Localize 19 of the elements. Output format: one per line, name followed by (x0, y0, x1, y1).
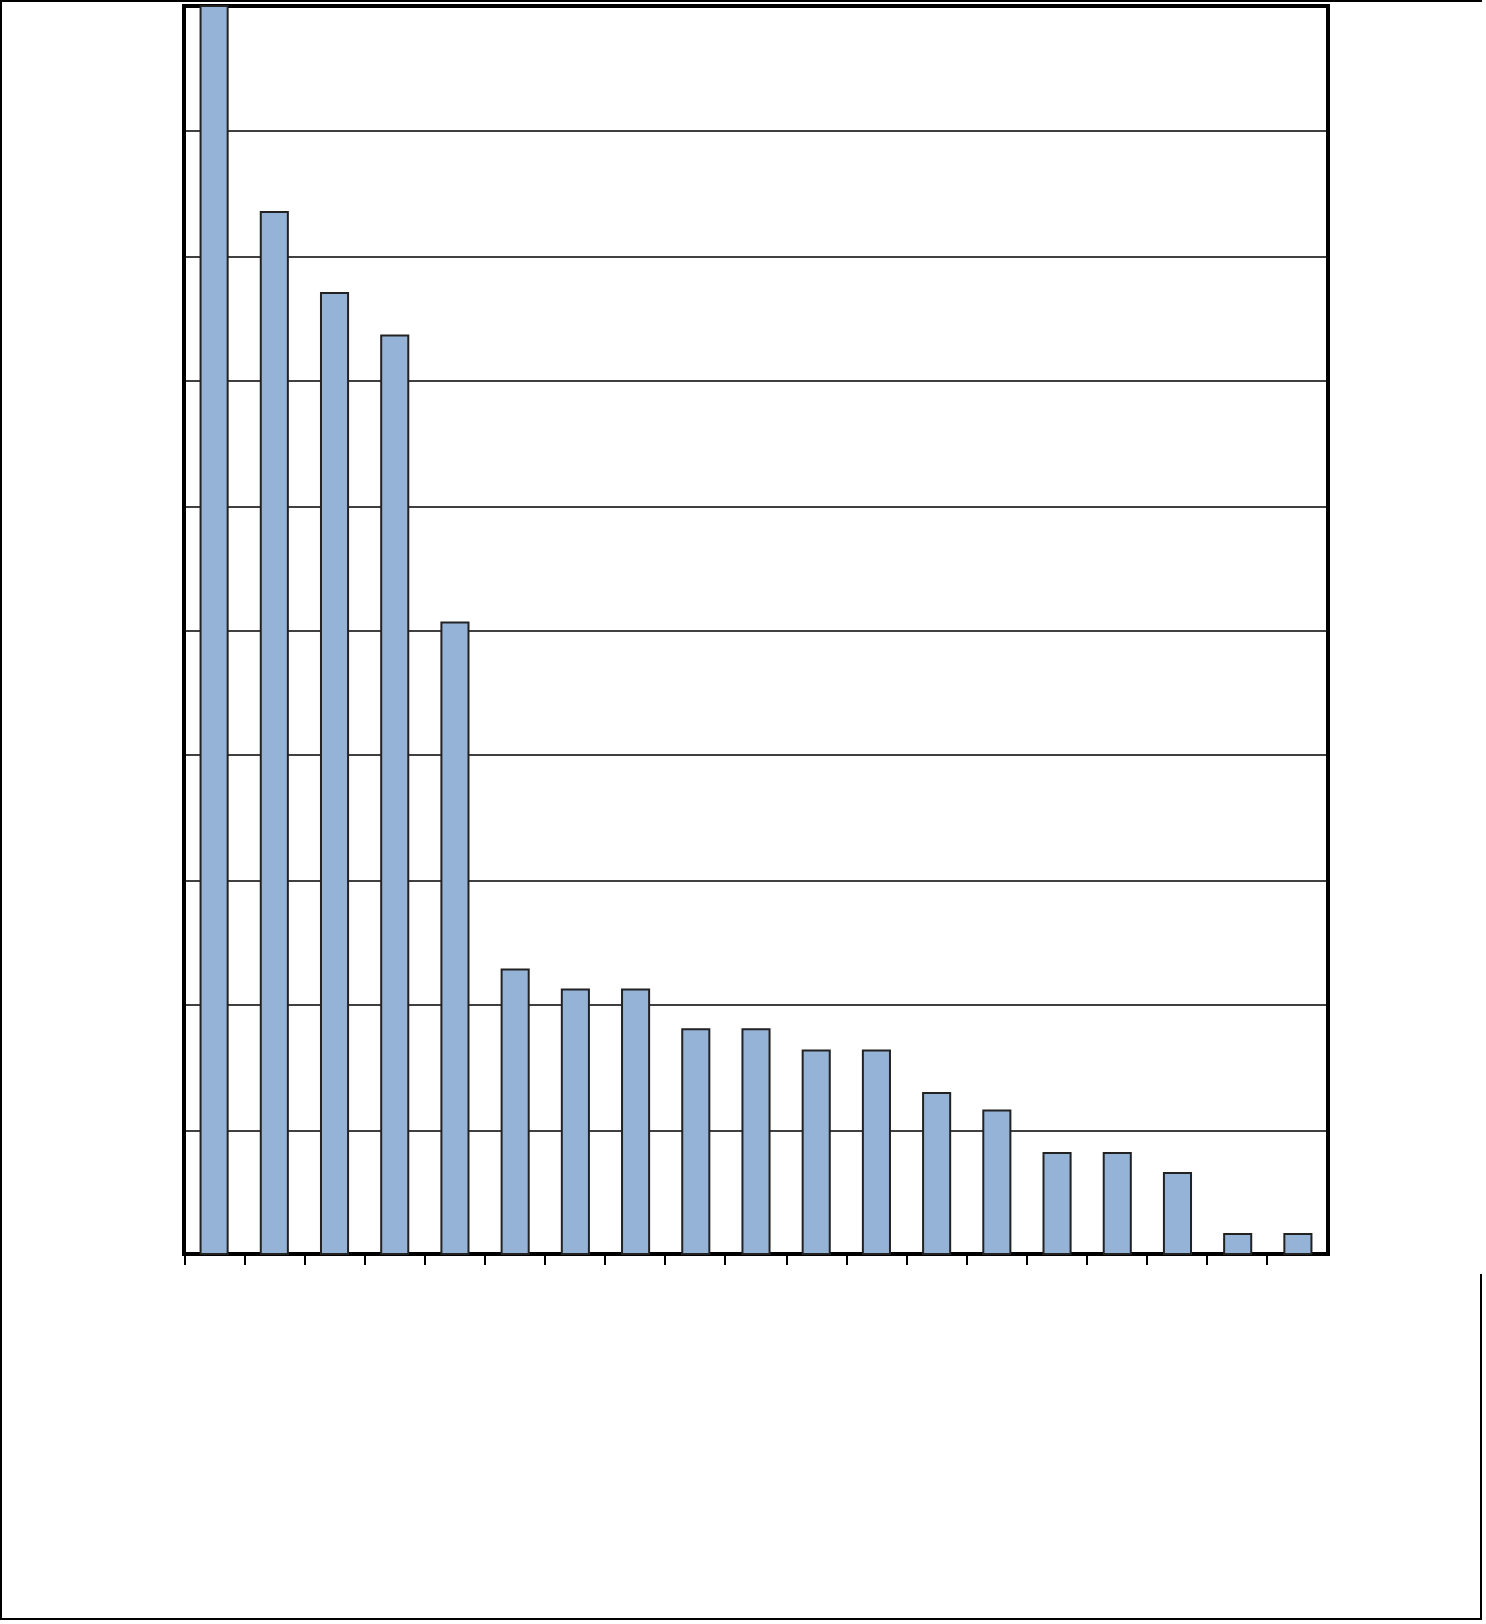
bar (982, 1109, 1012, 1255)
bar (741, 1028, 771, 1255)
bar (1102, 1151, 1132, 1255)
bar (1283, 1233, 1313, 1255)
bar (199, 5, 229, 1255)
bar (681, 1028, 711, 1255)
bar (560, 988, 590, 1255)
bar (1223, 1233, 1253, 1255)
bar (1162, 1171, 1193, 1255)
bar (621, 988, 651, 1255)
bar (500, 968, 530, 1255)
bar (922, 1092, 952, 1255)
bar (380, 334, 410, 1255)
bar (801, 1049, 831, 1255)
bar (861, 1049, 891, 1255)
bar (1042, 1151, 1072, 1255)
bar (440, 621, 470, 1255)
bar (319, 292, 350, 1255)
bar (259, 210, 289, 1255)
